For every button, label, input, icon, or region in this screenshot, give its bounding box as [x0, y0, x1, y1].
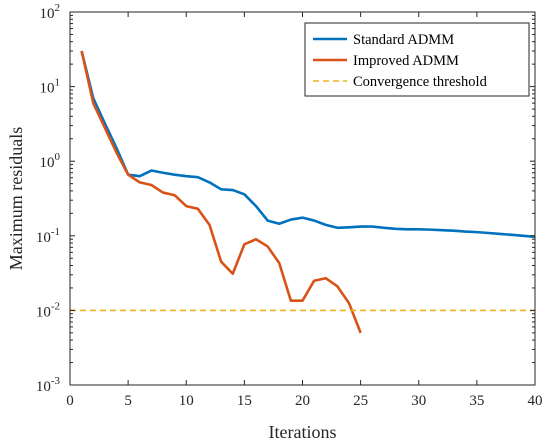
- y-tick-label: 101: [40, 77, 61, 97]
- x-tick-label: 30: [411, 393, 426, 409]
- y-tick-label: 10-1: [36, 226, 60, 246]
- x-tick-label: 20: [295, 393, 310, 409]
- x-tick-label: 40: [528, 393, 543, 409]
- x-tick-label: 5: [124, 393, 132, 409]
- y-tick-label: 102: [40, 2, 61, 22]
- x-tick-label: 15: [237, 393, 252, 409]
- x-tick-label: 10: [179, 393, 194, 409]
- legend-label: Improved ADMM: [353, 53, 459, 69]
- series-layer: [70, 50, 535, 334]
- series-line-improved-admm: [80, 50, 362, 334]
- legend-label: Convergence threshold: [353, 74, 488, 90]
- x-tick-label: 35: [469, 393, 484, 409]
- x-tick-label: 0: [66, 393, 74, 409]
- y-tick-label: 100: [40, 151, 61, 171]
- y-tick-label: 10-2: [36, 300, 60, 320]
- x-tick-label: 25: [353, 393, 368, 409]
- series-line-standard-admm: [80, 50, 535, 239]
- ticks-layer: 0 5 10 15 20 25 30 35 40 10-3 10-2 10-1 100 101 102: [36, 2, 543, 409]
- y-tick-label: 10-3: [36, 375, 61, 395]
- x-axis-label: Iterations: [269, 422, 337, 442]
- legend-label: Standard ADMM: [353, 32, 454, 48]
- legend: Standard ADMM Improved ADMM Convergence th…: [304, 22, 530, 97]
- y-axis-label: Maximum residuals: [6, 127, 26, 270]
